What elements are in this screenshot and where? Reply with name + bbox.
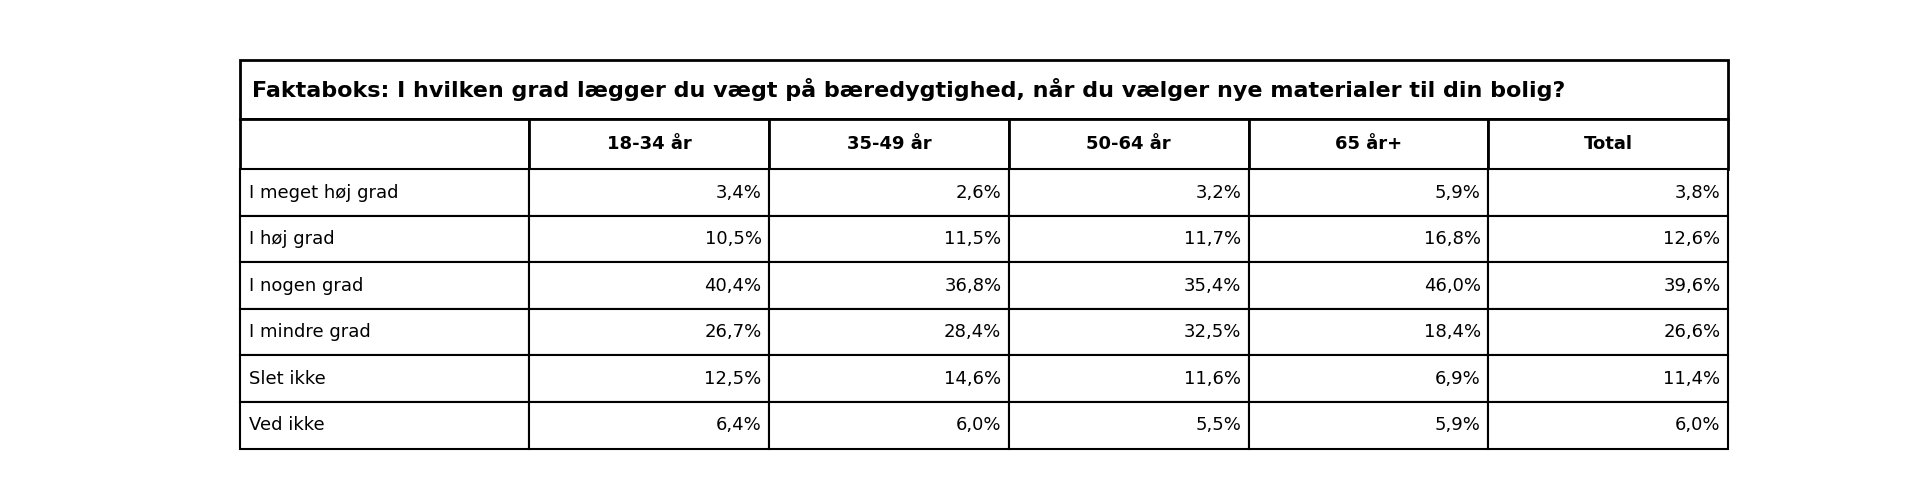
Bar xyxy=(1488,119,1728,169)
Text: 11,7%: 11,7% xyxy=(1185,230,1240,248)
Text: 6,0%: 6,0% xyxy=(1674,416,1720,434)
Text: Ved ikke: Ved ikke xyxy=(250,416,324,434)
Bar xyxy=(240,355,530,402)
Text: Faktaboks: I hvilken grad lægger du vægt på bæredygtighed, når du vælger nye mat: Faktaboks: I hvilken grad lægger du vægt… xyxy=(252,78,1565,101)
Text: Slet ikke: Slet ikke xyxy=(250,370,326,388)
Text: I nogen grad: I nogen grad xyxy=(250,277,363,295)
Text: 65 år+: 65 år+ xyxy=(1334,135,1402,153)
Bar xyxy=(1008,169,1248,216)
Text: 35-49 år: 35-49 år xyxy=(847,135,931,153)
Text: 2,6%: 2,6% xyxy=(956,183,1002,202)
Bar xyxy=(1488,216,1728,263)
Bar xyxy=(770,216,1008,263)
Bar xyxy=(240,402,530,449)
Bar xyxy=(1008,355,1248,402)
Bar xyxy=(1248,355,1488,402)
Text: 16,8%: 16,8% xyxy=(1425,230,1480,248)
Text: 11,6%: 11,6% xyxy=(1185,370,1240,388)
Bar xyxy=(530,402,770,449)
Text: 5,9%: 5,9% xyxy=(1434,416,1480,434)
Text: 10,5%: 10,5% xyxy=(705,230,762,248)
Bar xyxy=(1488,402,1728,449)
Bar xyxy=(530,263,770,309)
Bar xyxy=(530,169,770,216)
Bar xyxy=(1008,402,1248,449)
Bar xyxy=(1248,402,1488,449)
Text: 3,4%: 3,4% xyxy=(716,183,762,202)
Bar xyxy=(530,216,770,263)
Bar xyxy=(770,309,1008,355)
Text: 28,4%: 28,4% xyxy=(945,323,1002,341)
Text: 39,6%: 39,6% xyxy=(1663,277,1720,295)
Bar xyxy=(1488,169,1728,216)
Text: 40,4%: 40,4% xyxy=(705,277,762,295)
Text: I mindre grad: I mindre grad xyxy=(250,323,371,341)
Bar xyxy=(1248,169,1488,216)
Bar xyxy=(770,402,1008,449)
Text: 11,5%: 11,5% xyxy=(945,230,1002,248)
Text: 6,4%: 6,4% xyxy=(716,416,762,434)
Bar xyxy=(1248,119,1488,169)
Bar xyxy=(530,309,770,355)
Text: 35,4%: 35,4% xyxy=(1185,277,1240,295)
Text: 12,5%: 12,5% xyxy=(705,370,762,388)
Text: 32,5%: 32,5% xyxy=(1185,323,1240,341)
Text: 5,5%: 5,5% xyxy=(1196,416,1240,434)
Text: Total: Total xyxy=(1584,135,1632,153)
Text: 14,6%: 14,6% xyxy=(945,370,1002,388)
Bar xyxy=(240,216,530,263)
Bar xyxy=(1248,263,1488,309)
Text: I høj grad: I høj grad xyxy=(250,230,334,248)
Bar xyxy=(240,119,530,169)
Bar xyxy=(770,169,1008,216)
Text: 6,9%: 6,9% xyxy=(1434,370,1480,388)
Bar xyxy=(240,169,530,216)
Text: 3,2%: 3,2% xyxy=(1196,183,1240,202)
Bar xyxy=(1008,216,1248,263)
Bar xyxy=(530,119,770,169)
Text: 5,9%: 5,9% xyxy=(1434,183,1480,202)
Bar xyxy=(770,355,1008,402)
Text: 26,6%: 26,6% xyxy=(1663,323,1720,341)
Text: 6,0%: 6,0% xyxy=(956,416,1002,434)
Text: 12,6%: 12,6% xyxy=(1663,230,1720,248)
Text: 36,8%: 36,8% xyxy=(945,277,1002,295)
Text: 3,8%: 3,8% xyxy=(1674,183,1720,202)
Text: 50-64 år: 50-64 år xyxy=(1087,135,1171,153)
Bar xyxy=(1488,309,1728,355)
Bar xyxy=(240,263,530,309)
Text: I meget høj grad: I meget høj grad xyxy=(250,183,399,202)
Text: 18,4%: 18,4% xyxy=(1425,323,1480,341)
Text: 18-34 år: 18-34 år xyxy=(607,135,691,153)
Bar xyxy=(770,119,1008,169)
Bar xyxy=(1248,216,1488,263)
Bar xyxy=(1008,119,1248,169)
Bar xyxy=(240,309,530,355)
Text: 11,4%: 11,4% xyxy=(1663,370,1720,388)
Bar xyxy=(1488,263,1728,309)
Bar xyxy=(1008,309,1248,355)
Bar xyxy=(770,263,1008,309)
Bar xyxy=(1488,355,1728,402)
Bar xyxy=(240,60,1728,119)
Bar xyxy=(1008,263,1248,309)
Text: 46,0%: 46,0% xyxy=(1425,277,1480,295)
Text: 26,7%: 26,7% xyxy=(705,323,762,341)
Bar xyxy=(530,355,770,402)
Bar xyxy=(1248,309,1488,355)
